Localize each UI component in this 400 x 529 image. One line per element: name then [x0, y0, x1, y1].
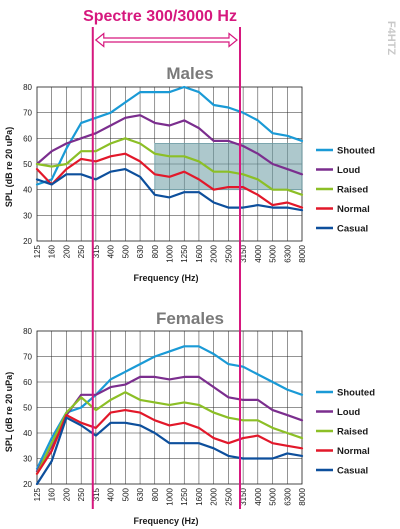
x-tick-label: 1600: [195, 487, 204, 505]
band-overlay: [91, 27, 242, 509]
legend-label-raised: Raised: [337, 427, 368, 438]
x-tick-label: 160: [48, 244, 57, 258]
males-y-axis-label: SPL (dB re 20 uPa): [4, 127, 14, 207]
x-tick-label: 8000: [298, 487, 307, 505]
females-y-axis-label: SPL (dB re 20 uPa): [4, 372, 14, 452]
males-chart-title: Males: [166, 64, 213, 83]
x-tick-label: 250: [77, 487, 86, 501]
x-tick-label: 2500: [224, 244, 233, 262]
x-tick-label: 160: [48, 487, 57, 501]
males-x-axis-label: Frequency (Hz): [133, 273, 198, 283]
x-tick-label: 200: [62, 487, 71, 501]
x-tick-label: 4000: [254, 487, 263, 505]
x-tick-label: 1250: [180, 244, 189, 262]
x-tick-label: 6300: [283, 487, 292, 505]
x-tick-label: 3150: [239, 487, 248, 505]
series-line-loud: [35, 375, 304, 473]
x-tick-label: 2000: [210, 244, 219, 262]
series-line-raised: [35, 391, 304, 475]
x-tick-label: 8000: [298, 244, 307, 262]
y-tick-label: 50: [23, 160, 32, 169]
x-tick-label: 315: [92, 244, 101, 258]
y-tick-label: 50: [23, 404, 32, 413]
x-tick-label: 315: [92, 487, 101, 501]
series-line-loud: [35, 114, 304, 176]
legend-label-shouted: Shouted: [337, 388, 375, 399]
series-line-raised: [35, 137, 304, 196]
x-tick-label: 500: [121, 487, 130, 501]
x-tick-label: 1250: [180, 487, 189, 505]
legend-label-normal: Normal: [337, 446, 370, 457]
series-line-shouted: [35, 345, 304, 470]
series-line-casual: [35, 168, 304, 212]
x-tick-label: 800: [151, 487, 160, 501]
y-tick-label: 40: [23, 429, 32, 438]
females-x-axis-label: Frequency (Hz): [133, 516, 198, 526]
y-tick-label: 60: [23, 134, 32, 143]
x-tick-label: 125: [33, 487, 42, 501]
series-line-normal: [35, 152, 304, 209]
x-tick-label: 500: [121, 244, 130, 258]
x-tick-label: 800: [151, 244, 160, 258]
x-tick-label: 1000: [166, 244, 175, 262]
series-line-casual: [35, 416, 304, 486]
males-chart: Males Frequency (Hz) SPL (dB re 20 uPa) …: [4, 64, 375, 283]
females-chart: Females Frequency (Hz) SPL (dB re 20 uPa…: [4, 309, 375, 526]
y-tick-label: 30: [23, 211, 32, 220]
x-tick-label: 630: [136, 487, 145, 501]
legend-label-normal: Normal: [337, 204, 370, 215]
x-tick-label: 630: [136, 244, 145, 258]
x-tick-label: 5000: [269, 487, 278, 505]
x-tick-label: 5000: [269, 244, 278, 262]
x-tick-label: 1000: [166, 487, 175, 505]
females-chart-title: Females: [156, 309, 224, 328]
y-tick-label: 70: [23, 353, 32, 362]
legend-label-loud: Loud: [337, 165, 360, 176]
y-tick-label: 80: [23, 83, 32, 92]
x-tick-label: 2500: [224, 487, 233, 505]
series-line-shouted: [35, 85, 304, 186]
x-tick-label: 4000: [254, 244, 263, 262]
y-tick-label: 60: [23, 378, 32, 387]
watermark-text: F4HTZ: [385, 21, 397, 56]
y-tick-label: 70: [23, 109, 32, 118]
series-line-normal: [35, 409, 304, 475]
x-tick-label: 6300: [283, 244, 292, 262]
x-tick-label: 400: [107, 487, 116, 501]
y-tick-label: 40: [23, 186, 32, 195]
banner-title: Spectre 300/3000 Hz: [83, 8, 237, 25]
y-tick-label: 80: [23, 327, 32, 336]
x-tick-label: 1600: [195, 244, 204, 262]
legend-label-casual: Casual: [337, 224, 368, 235]
legend-label-shouted: Shouted: [337, 146, 375, 157]
females-plot-grid: [36, 330, 303, 485]
x-tick-label: 200: [62, 244, 71, 258]
y-tick-label: 30: [23, 455, 32, 464]
x-tick-label: 400: [107, 244, 116, 258]
y-tick-label: 20: [23, 237, 32, 246]
legend-label-casual: Casual: [337, 466, 368, 477]
x-tick-label: 2000: [210, 487, 219, 505]
x-tick-label: 125: [33, 244, 42, 258]
legend-label-raised: Raised: [337, 185, 368, 196]
x-tick-label: 3150: [239, 244, 248, 262]
legend-label-loud: Loud: [337, 407, 360, 418]
y-tick-label: 20: [23, 480, 32, 489]
band-arrow-icon: [94, 32, 238, 48]
x-tick-label: 250: [77, 244, 86, 258]
